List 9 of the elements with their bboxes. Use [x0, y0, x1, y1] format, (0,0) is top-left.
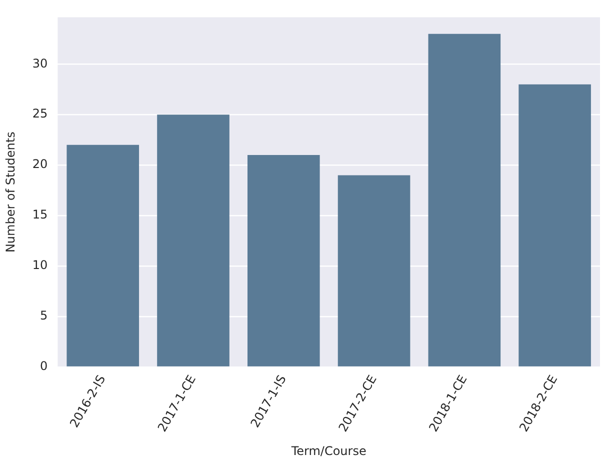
y-axis-title: Number of Students [3, 132, 18, 253]
y-tick-label: 30 [32, 56, 48, 70]
y-tick-label: 20 [32, 157, 48, 172]
y-tick-label: 25 [32, 106, 48, 121]
x-axis-title: Term/Course [290, 444, 366, 458]
y-tick-label: 10 [32, 258, 48, 272]
y-tick-label: 5 [40, 308, 48, 323]
y-tick-label: 0 [40, 359, 48, 374]
y-tick-label: 15 [32, 208, 48, 222]
